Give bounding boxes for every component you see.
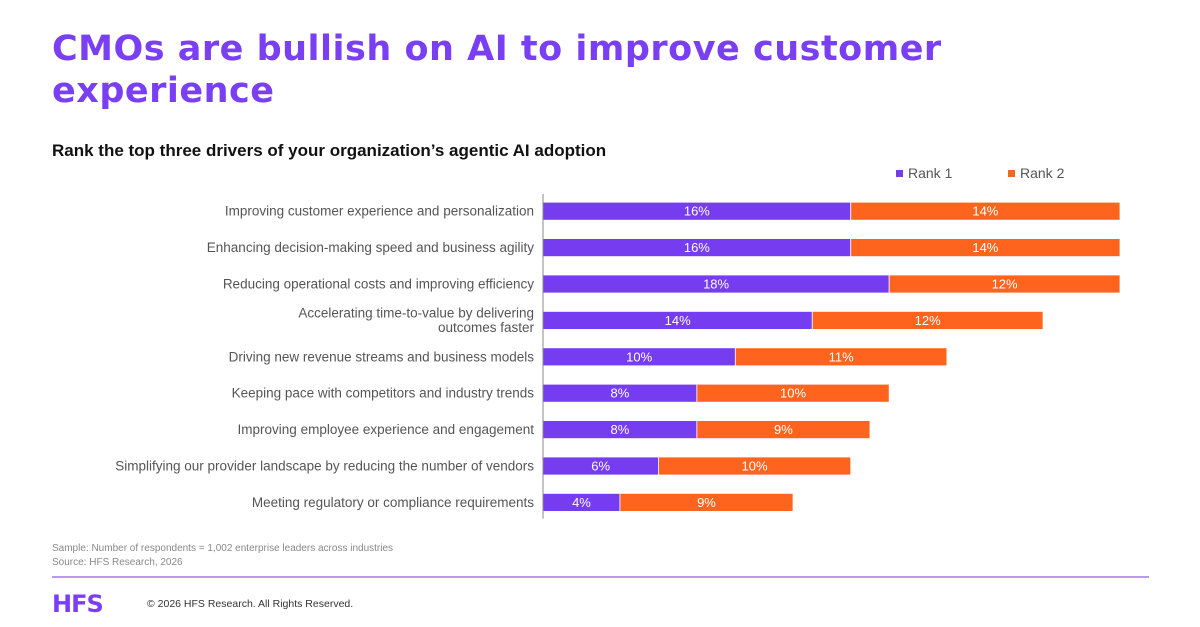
category-label: Simplifying our provider landscape by re… — [115, 459, 534, 474]
data-label: 18% — [703, 277, 729, 292]
chart-legend: Rank 1 Rank 2 — [0, 165, 1200, 185]
data-label: 12% — [992, 277, 1018, 292]
data-label: 16% — [684, 240, 710, 255]
data-label: 6% — [591, 459, 610, 474]
data-label: 8% — [611, 422, 630, 437]
data-label: 12% — [915, 313, 941, 328]
data-label: 11% — [829, 349, 854, 364]
category-label: Reducing operational costs and improving… — [223, 277, 534, 292]
source-note: Source: HFS Research, 2026 — [52, 557, 183, 568]
category-label: Keeping pace with competitors and indust… — [232, 386, 535, 401]
hfs-logo: HFS — [52, 590, 104, 618]
legend-item-rank-1: Rank 1 — [896, 165, 952, 181]
data-label: 14% — [972, 204, 998, 219]
data-label: 8% — [611, 386, 630, 401]
copyright-text: © 2026 HFS Research. All Rights Reserved… — [147, 598, 354, 610]
category-label: Improving employee experience and engage… — [238, 422, 535, 437]
data-label: 4% — [572, 495, 591, 510]
legend-item-rank-2: Rank 2 — [1008, 165, 1064, 181]
category-label: Accelerating time-to-value by delivering… — [298, 306, 534, 336]
data-label: 9% — [697, 495, 716, 510]
bar-rank-2 — [850, 238, 1121, 257]
chart-subtitle: Rank the top three drivers of your organ… — [52, 141, 607, 160]
bar-rank-2 — [850, 201, 1121, 221]
bar-rank-2 — [696, 420, 871, 440]
footer-divider — [52, 576, 1149, 578]
legend-label-rank-1: Rank 1 — [908, 165, 953, 181]
bar-rank-2 — [658, 456, 852, 476]
data-label: 10% — [626, 349, 652, 364]
data-label: 14% — [665, 313, 691, 328]
bar-rank-2 — [811, 311, 1044, 330]
sample-note: Sample: Number of respondents = 1,002 en… — [52, 543, 394, 554]
bar-rank-2 — [734, 347, 948, 367]
legend-label-rank-2: Rank 2 — [1020, 165, 1065, 181]
legend-swatch-rank-1 — [896, 169, 903, 177]
data-label: 9% — [774, 422, 793, 437]
data-label: 16% — [684, 204, 710, 219]
category-label: Driving new revenue streams and business… — [229, 349, 535, 364]
bar-rank-2 — [619, 492, 794, 512]
data-label: 10% — [742, 459, 768, 474]
category-label: Enhancing decision-making speed and busi… — [207, 240, 534, 255]
bar-rank-2 — [888, 274, 1121, 294]
data-label: 10% — [780, 386, 806, 401]
stacked-bar-chart: Improving customer experience and person… — [115, 194, 1121, 519]
page-title: CMOs are bullish on AI to improve custom… — [52, 29, 942, 111]
category-label: Improving customer experience and person… — [225, 204, 534, 219]
bar-rank-2 — [696, 383, 890, 403]
legend-swatch-rank-2 — [1008, 169, 1015, 177]
data-label: 14% — [972, 240, 998, 255]
category-label: Meeting regulatory or compliance require… — [252, 495, 534, 510]
